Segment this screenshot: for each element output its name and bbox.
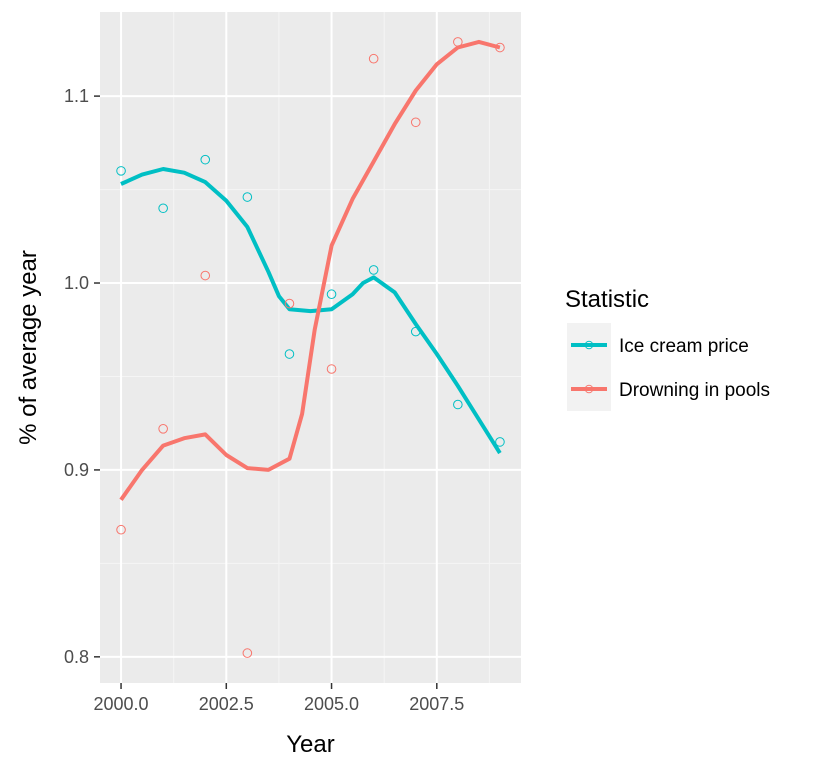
data-point-ice-cream-price [284, 349, 295, 359]
y-tick-label: 0.9 [64, 460, 89, 480]
x-axis-title: Year [286, 731, 335, 758]
data-point-ice-cream-price [410, 326, 421, 337]
y-tick-label: 1.1 [64, 86, 89, 106]
data-point-ice-cream-price [495, 437, 505, 447]
data-point-ice-cream-price [158, 203, 168, 214]
data-point-drowning-in-pools [326, 364, 337, 374]
data-point-drowning-in-pools [242, 648, 253, 658]
x-tick-label: 2007.5 [409, 694, 464, 714]
data-point-ice-cream-price [116, 166, 126, 176]
legend-key-point [584, 340, 594, 350]
y-tick-label: 0.8 [64, 647, 89, 667]
data-point-drowning-in-pools [453, 37, 463, 47]
data-point-ice-cream-price [453, 399, 463, 410]
legend-title: Statistic [565, 286, 649, 313]
legend-label: Ice cream price [619, 336, 749, 357]
smooth-line-drowning-in-pools [119, 39, 501, 501]
data-point-drowning-in-pools [116, 524, 126, 535]
data-point-drowning-in-pools [158, 424, 168, 434]
data-point-drowning-in-pools [200, 270, 211, 281]
y-tick-label: 1.0 [64, 273, 89, 293]
data-point-drowning-in-pools [495, 42, 505, 53]
data-point-drowning-in-pools [410, 117, 421, 128]
legend: Statistic Ice cream price Drowning in poo… [565, 286, 770, 411]
minor-gridlines [100, 12, 521, 683]
x-axis: 2000.0 2002.5 2005.0 2007.5 [94, 683, 464, 714]
y-axis: 0.8 0.9 1.0 1.1 [64, 86, 100, 667]
data-point-ice-cream-price [242, 192, 253, 202]
legend-label: Drowning in pools [619, 380, 770, 401]
major-gridlines [100, 12, 521, 683]
data-point-ice-cream-price [368, 265, 379, 275]
x-tick-label: 2000.0 [94, 694, 149, 714]
x-tick-label: 2002.5 [199, 694, 254, 714]
smooth-line-ice-cream-price [120, 167, 502, 455]
x-tick-label: 2005.0 [304, 694, 359, 714]
y-axis-title: % of average year [15, 250, 42, 445]
data-points [116, 37, 505, 658]
data-point-drowning-in-pools [368, 53, 379, 64]
data-point-drowning-in-pools [284, 298, 295, 309]
data-point-ice-cream-price [326, 289, 337, 300]
data-point-ice-cream-price [200, 154, 211, 165]
legend-key-point [584, 384, 594, 394]
smooth-lines [119, 39, 502, 501]
